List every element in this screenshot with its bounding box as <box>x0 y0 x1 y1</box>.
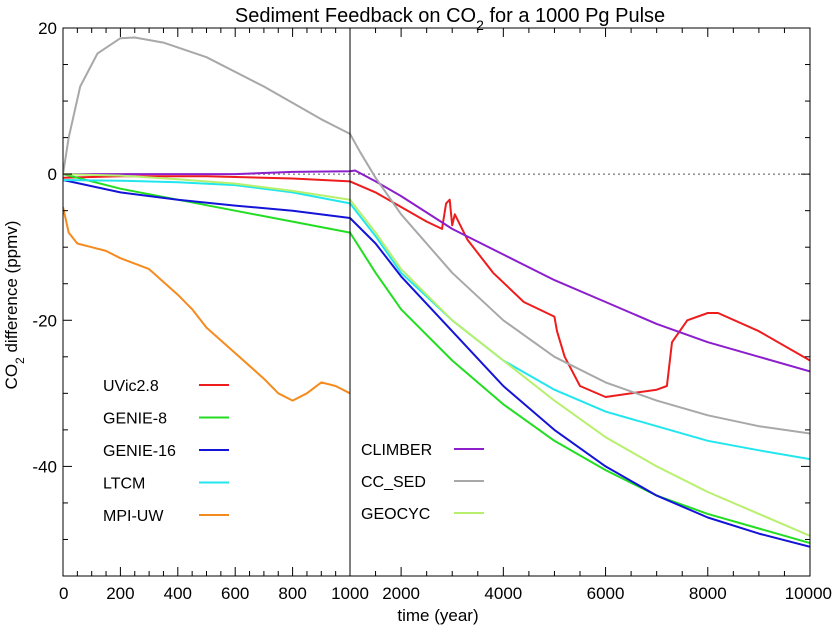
y-axis-title: CO2 difference (ppmv) <box>2 221 27 390</box>
x-tick-label: 400 <box>164 584 192 603</box>
series-line-genie-8 <box>63 173 810 545</box>
series-line-geocyc <box>63 173 810 537</box>
series-line-genie-16 <box>63 179 810 548</box>
chart-title: Sediment Feedback on CO2 for a 1000 Pg P… <box>235 5 665 33</box>
series-line-uvic2-8 <box>63 175 810 398</box>
y-tick-label: 20 <box>38 19 57 38</box>
legend-left-label: LTCM <box>103 476 145 493</box>
series-line-climber <box>63 169 810 373</box>
x-tick-label: 4000 <box>484 584 522 603</box>
legend-left-label: GENIE-8 <box>103 411 167 428</box>
x-tick-label: 8000 <box>689 584 727 603</box>
plot-frame <box>62 27 811 577</box>
y-tick-label: -20 <box>32 311 57 330</box>
x-tick-label: 0 <box>59 584 68 603</box>
x-tick-label: 1000 <box>331 584 369 603</box>
x-tick-label: 800 <box>278 584 306 603</box>
x-axis-title: time (year) <box>397 606 478 625</box>
legend-right-label: CLIMBER <box>361 442 432 459</box>
axes-layer: 200-20-400 200 400 600 800 1000 2000 4000 6000 80… <box>32 19 832 603</box>
series-line-mpi-uw <box>63 206 351 402</box>
legend-left-label: GENIE-16 <box>103 443 176 460</box>
legend-layer: UVic2.8 GENIE-8 GENIE-16 LTCM MPI-UW CLIMBER C… <box>103 378 484 525</box>
legend-right-label: GEOCYC <box>361 506 430 523</box>
x-tick-label: 200 <box>106 584 134 603</box>
series-line-ltcm <box>63 179 810 461</box>
x-tick-label: 2000 <box>382 584 420 603</box>
x-tick-label: 10000 <box>785 584 832 603</box>
legend-left-label: UVic2.8 <box>103 378 159 395</box>
x-tick-label: 600 <box>221 584 249 603</box>
series-line-cc-sed <box>63 36 810 435</box>
legend-left-label: MPI-UW <box>103 508 164 525</box>
y-tick-label: -40 <box>32 457 57 476</box>
legend-right-label: CC_SED <box>361 474 426 491</box>
x-tick-label: 6000 <box>587 584 625 603</box>
series-layer <box>63 36 810 548</box>
y-tick-label: 0 <box>48 165 57 184</box>
